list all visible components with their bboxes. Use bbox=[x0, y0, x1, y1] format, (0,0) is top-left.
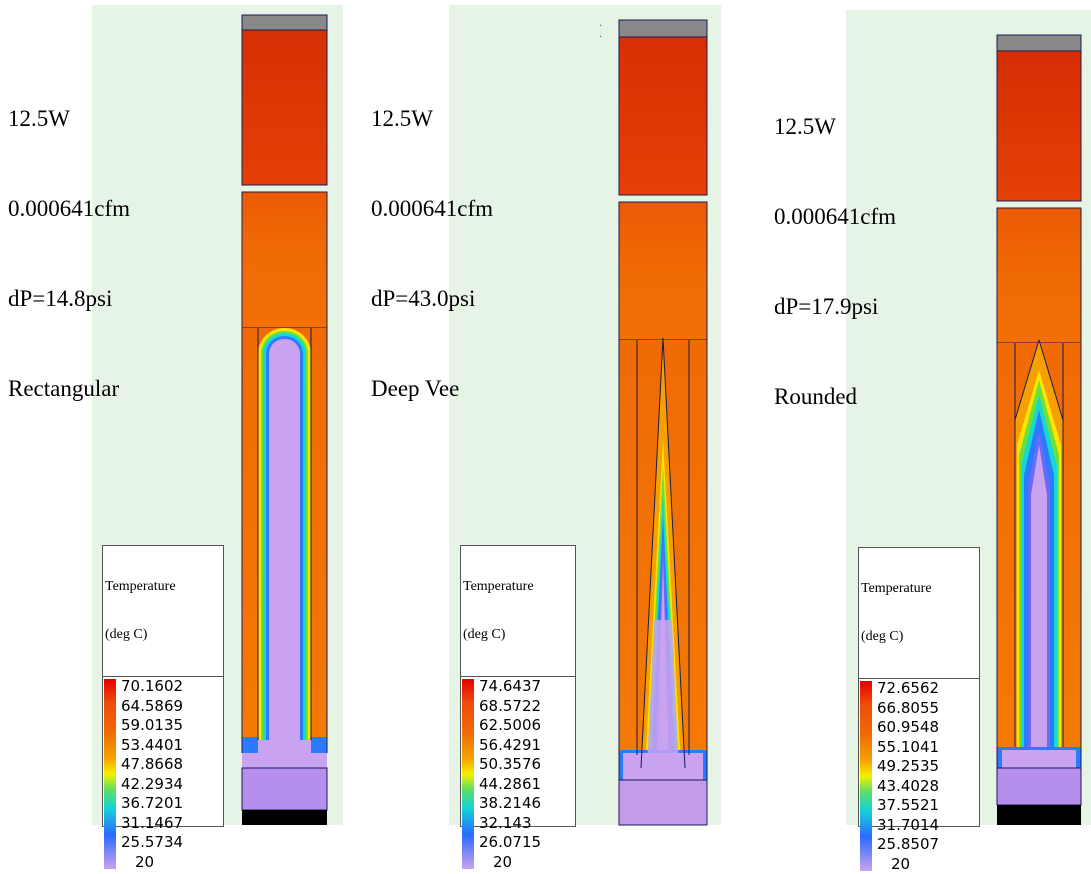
legend-value: 59.0135 bbox=[121, 716, 183, 736]
legend-rectangular: Temperature (deg C) 70.1602 64.5869 59.0… bbox=[102, 545, 224, 827]
marker-dots: .. bbox=[599, 18, 602, 40]
legend-values: 70.1602 64.5869 59.0135 53.4401 47.8668 … bbox=[121, 677, 183, 872]
bottom-block bbox=[997, 768, 1081, 805]
top-cap bbox=[242, 15, 327, 30]
legend-value: 60.9548 bbox=[877, 718, 939, 738]
temperature-contour-rounded bbox=[997, 35, 1081, 825]
caption-power: 12.5W bbox=[371, 104, 493, 134]
top-cap bbox=[619, 20, 707, 37]
legend-value: 56.4291 bbox=[479, 736, 541, 756]
legend-value: 36.7201 bbox=[121, 794, 183, 814]
upper-block bbox=[242, 30, 327, 185]
caption-rounded: 12.5W 0.000641cfm dP=17.9psi Rounded bbox=[774, 52, 896, 472]
legend-title: Temperature (deg C) bbox=[103, 546, 223, 677]
legend-value: 20 bbox=[479, 853, 541, 873]
legend-value: 49.2535 bbox=[877, 757, 939, 777]
caption-rectangular: 12.5W 0.000641cfm dP=14.8psi Rectangular bbox=[8, 44, 130, 464]
caption-pressure-drop: dP=43.0psi bbox=[371, 284, 493, 314]
legend-value: 31.1467 bbox=[121, 814, 183, 834]
legend-value: 20 bbox=[121, 853, 183, 873]
legend-value: 37.5521 bbox=[877, 796, 939, 816]
legend-value: 44.2861 bbox=[479, 775, 541, 795]
caption-pressure-drop: dP=14.8psi bbox=[8, 284, 130, 314]
legend-deep-vee: Temperature (deg C) 74.6437 68.5722 62.5… bbox=[460, 545, 576, 827]
middle-block bbox=[242, 192, 327, 328]
temperature-contour-deep-vee bbox=[619, 20, 709, 825]
legend-value: 25.8507 bbox=[877, 835, 939, 855]
color-scale-bar bbox=[462, 679, 474, 869]
legend-values: 74.6437 68.5722 62.5006 56.4291 50.3576 … bbox=[479, 677, 541, 872]
legend-value: 74.6437 bbox=[479, 677, 541, 697]
legend-title-line2: (deg C) bbox=[861, 629, 977, 645]
legend-value: 43.4028 bbox=[877, 777, 939, 797]
legend-value: 25.5734 bbox=[121, 833, 183, 853]
caption-pressure-drop: dP=17.9psi bbox=[774, 292, 896, 322]
legend-title: Temperature (deg C) bbox=[461, 546, 575, 677]
upper-block bbox=[619, 37, 707, 195]
top-cap bbox=[997, 35, 1081, 51]
upper-block bbox=[997, 51, 1081, 201]
legend-value: 26.0715 bbox=[479, 833, 541, 853]
legend-rounded: Temperature (deg C) 72.6562 66.8055 60.9… bbox=[858, 547, 980, 827]
caption-flow: 0.000641cfm bbox=[371, 194, 493, 224]
legend-title-line1: Temperature bbox=[861, 581, 977, 597]
legend-title-line2: (deg C) bbox=[105, 627, 221, 643]
caption-flow: 0.000641cfm bbox=[774, 202, 896, 232]
base-plate bbox=[242, 810, 327, 825]
legend-value: 64.5869 bbox=[121, 697, 183, 717]
legend-value: 68.5722 bbox=[479, 697, 541, 717]
legend-title-line2: (deg C) bbox=[463, 627, 573, 643]
color-scale-bar bbox=[104, 679, 116, 869]
legend-title: Temperature (deg C) bbox=[859, 548, 979, 679]
legend-title-line1: Temperature bbox=[105, 579, 221, 595]
legend-value: 47.8668 bbox=[121, 755, 183, 775]
caption-power: 12.5W bbox=[774, 112, 896, 142]
legend-value: 62.5006 bbox=[479, 716, 541, 736]
caption-geometry: Rounded bbox=[774, 382, 896, 412]
caption-geometry: Rectangular bbox=[8, 374, 130, 404]
legend-value: 31.7014 bbox=[877, 816, 939, 836]
legend-value: 66.8055 bbox=[877, 699, 939, 719]
caption-flow: 0.000641cfm bbox=[8, 194, 130, 224]
legend-value: 53.4401 bbox=[121, 736, 183, 756]
legend-value: 72.6562 bbox=[877, 679, 939, 699]
legend-value: 38.2146 bbox=[479, 794, 541, 814]
middle-block bbox=[997, 208, 1081, 343]
legend-title-line1: Temperature bbox=[463, 579, 573, 595]
caption-geometry: Deep Vee bbox=[371, 374, 493, 404]
legend-value: 32.143 bbox=[479, 814, 541, 834]
color-scale-bar bbox=[860, 681, 872, 871]
legend-value: 70.1602 bbox=[121, 677, 183, 697]
middle-block bbox=[619, 202, 707, 340]
base-plate bbox=[997, 805, 1081, 825]
caption-deep-vee: 12.5W 0.000641cfm dP=43.0psi Deep Vee bbox=[371, 44, 493, 464]
legend-value: 20 bbox=[877, 855, 939, 874]
caption-power: 12.5W bbox=[8, 104, 130, 134]
bottom-block bbox=[619, 780, 707, 825]
legend-values: 72.6562 66.8055 60.9548 55.1041 49.2535 … bbox=[877, 679, 939, 874]
temperature-contour-rectangular bbox=[242, 15, 332, 825]
legend-value: 42.2934 bbox=[121, 775, 183, 795]
legend-value: 50.3576 bbox=[479, 755, 541, 775]
legend-value: 55.1041 bbox=[877, 738, 939, 758]
bottom-block bbox=[242, 768, 327, 810]
